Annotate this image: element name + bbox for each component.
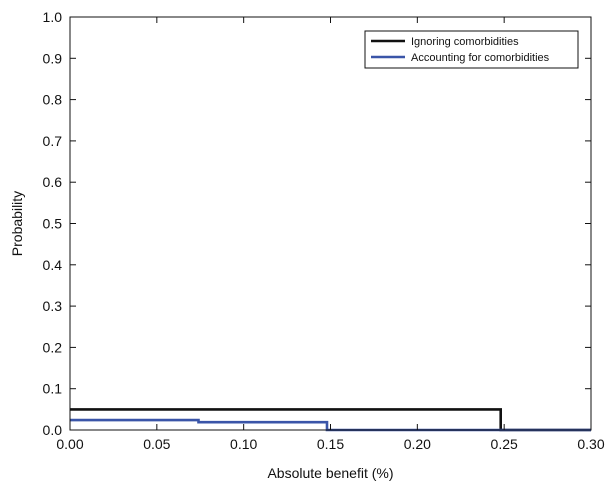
x-tick-label: 0.20 (404, 436, 431, 452)
y-axis-label: Probability (9, 191, 25, 256)
y-tick-label: 0.6 (43, 174, 63, 190)
y-tick-label: 0.0 (43, 422, 63, 438)
legend: Ignoring comorbidities Accounting for com… (364, 30, 579, 69)
y-tick-label: 0.4 (43, 257, 63, 273)
legend-box (364, 30, 579, 69)
x-tick-label: 0.30 (577, 436, 604, 452)
y-tick-label: 0.5 (43, 216, 63, 232)
y-tick-label: 0.9 (43, 50, 63, 66)
x-tick-label: 0.10 (230, 436, 257, 452)
x-tick-label: 0.15 (317, 436, 344, 452)
y-tick-label: 0.2 (43, 339, 63, 355)
plot-area (69, 16, 592, 431)
y-tick-label: 0.3 (43, 298, 63, 314)
y-tick-label: 0.7 (43, 133, 63, 149)
x-tick-label: 0.25 (491, 436, 518, 452)
x-tick-label: 0.00 (56, 436, 83, 452)
x-tick-label: 0.05 (143, 436, 170, 452)
y-tick-label: 0.8 (43, 92, 63, 108)
y-tick-label: 1.0 (43, 9, 63, 25)
y-tick-label: 0.1 (43, 381, 63, 397)
legend-label: Ignoring comorbidities (411, 36, 519, 48)
x-axis-label: Absolute benefit (%) (267, 465, 393, 481)
legend-label: Accounting for comorbidities (411, 52, 550, 64)
